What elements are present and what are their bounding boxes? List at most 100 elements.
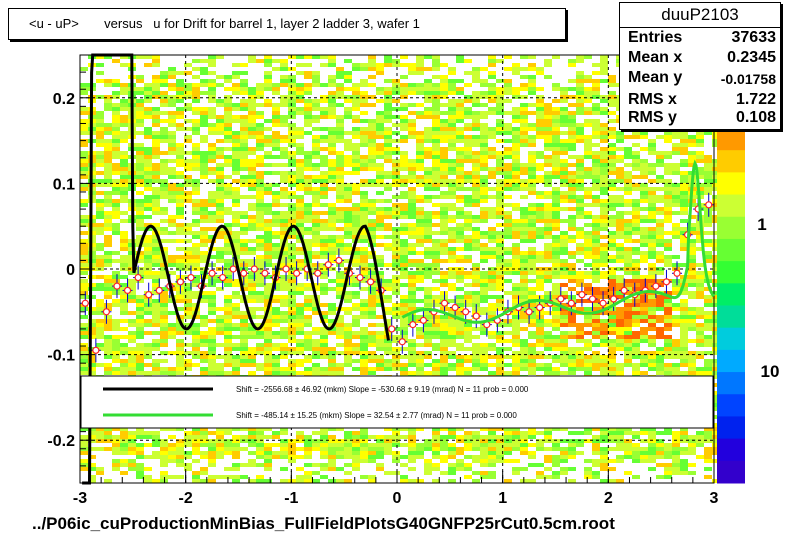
heatmap-cell: [152, 123, 160, 127]
heatmap-cell: [224, 335, 232, 339]
heatmap-cell: [144, 271, 152, 275]
heatmap-cell: [432, 299, 440, 303]
heatmap-cell: [176, 95, 184, 99]
heatmap-cell: [240, 151, 248, 155]
heatmap-cell: [80, 459, 88, 463]
heatmap-cell: [440, 91, 448, 95]
heatmap-cell: [144, 455, 152, 459]
heatmap-cell: [352, 283, 360, 287]
heatmap-cell: [280, 351, 288, 355]
heatmap-cell: [232, 371, 240, 375]
heatmap-cell: [144, 107, 152, 111]
heatmap-cell: [112, 447, 120, 451]
heatmap-cell: [288, 195, 296, 199]
heatmap-cell: [144, 175, 152, 179]
heatmap-cell: [544, 235, 552, 239]
heatmap-cell: [272, 231, 280, 235]
heatmap-cell: [472, 455, 480, 459]
heatmap-cell: [592, 227, 600, 231]
heatmap-cell: [416, 227, 424, 231]
heatmap-cell: [224, 251, 232, 255]
heatmap-cell: [424, 99, 432, 103]
heatmap-cell: [336, 275, 344, 279]
heatmap-cell: [504, 291, 512, 295]
heatmap-cell: [360, 143, 368, 147]
heatmap-cell: [496, 127, 504, 131]
heatmap-cell: [136, 355, 144, 359]
heatmap-cell: [248, 435, 256, 439]
heatmap-cell: [120, 103, 128, 107]
heatmap-cell: [288, 171, 296, 175]
heatmap-cell: [304, 299, 312, 303]
heatmap-cell: [488, 315, 496, 319]
heatmap-cell: [232, 311, 240, 315]
heatmap-cell: [296, 439, 304, 443]
heatmap-cell: [216, 219, 224, 223]
heatmap-cell: [328, 303, 336, 307]
heatmap-cell: [136, 151, 144, 155]
heatmap-cell: [488, 295, 496, 299]
heatmap-cell: [184, 263, 192, 267]
heatmap-cell: [496, 207, 504, 211]
heatmap-cell: [544, 75, 552, 79]
heatmap-cell: [440, 163, 448, 167]
heatmap-cell: [448, 139, 456, 143]
heatmap-cell: [352, 435, 360, 439]
heatmap-cell: [560, 87, 568, 91]
heatmap-cell: [352, 255, 360, 259]
heatmap-cell: [352, 279, 360, 283]
heatmap-cell: [440, 139, 448, 143]
heatmap-cell: [560, 231, 568, 235]
heatmap-cell: [592, 127, 600, 131]
heatmap-cell: [560, 191, 568, 195]
heatmap-cell: [288, 327, 296, 331]
heatmap-cell: [504, 459, 512, 463]
heatmap-cell: [304, 355, 312, 359]
heatmap-cell: [152, 291, 160, 295]
heatmap-cell: [88, 467, 96, 471]
heatmap-cell: [104, 127, 112, 131]
heatmap-cell: [344, 115, 352, 119]
heatmap-cell: [112, 351, 120, 355]
heatmap-cell: [392, 363, 400, 367]
heatmap-cell: [592, 79, 600, 83]
heatmap-cell: [456, 467, 464, 471]
heatmap-cell: [360, 439, 368, 443]
heatmap-cell: [568, 207, 576, 211]
heatmap-cell: [408, 123, 416, 127]
heatmap-cell: [440, 279, 448, 283]
heatmap-cell: [112, 111, 120, 115]
heatmap-cell: [216, 255, 224, 259]
heatmap-cell: [160, 139, 168, 143]
heatmap-cell: [424, 463, 432, 467]
heatmap-cell: [232, 251, 240, 255]
heatmap-cell: [344, 215, 352, 219]
heatmap-cell: [320, 111, 328, 115]
heatmap-cell: [336, 151, 344, 155]
heatmap-cell: [264, 359, 272, 363]
heatmap-cell: [272, 363, 280, 367]
heatmap-cell: [344, 87, 352, 91]
heatmap-cell: [464, 127, 472, 131]
heatmap-cell: [536, 167, 544, 171]
heatmap-cell: [568, 271, 576, 275]
heatmap-cell: [408, 223, 416, 227]
heatmap-cell: [544, 215, 552, 219]
heatmap-cell: [488, 155, 496, 159]
heatmap-cell: [312, 127, 320, 131]
heatmap-cell: [344, 79, 352, 83]
heatmap-cell: [576, 431, 584, 435]
heatmap-cell: [472, 327, 480, 331]
heatmap-cell: [216, 187, 224, 191]
heatmap-cell: [192, 343, 200, 347]
heatmap-cell: [520, 95, 528, 99]
heatmap-cell: [592, 443, 600, 447]
heatmap-cell: [424, 459, 432, 463]
heatmap-cell: [104, 239, 112, 243]
heatmap-cell: [264, 63, 272, 67]
heatmap-cell: [192, 235, 200, 239]
heatmap-cell: [232, 283, 240, 287]
heatmap-cell: [488, 347, 496, 351]
heatmap-cell: [520, 183, 528, 187]
heatmap-cell: [112, 435, 120, 439]
